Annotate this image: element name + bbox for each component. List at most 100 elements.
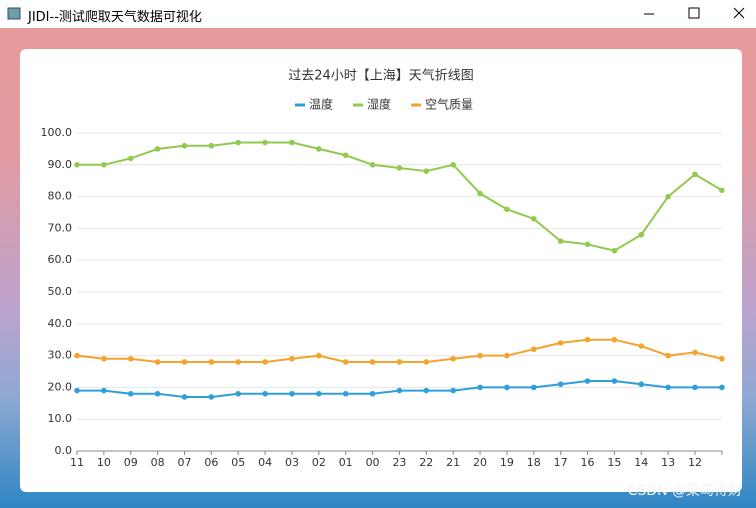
window-title: JIDI--测试爬取天气数据可视化 bbox=[28, 10, 202, 25]
title-bar-icons bbox=[7, 7, 745, 20]
y-tick-label: 60.0 bbox=[48, 253, 73, 266]
data-point bbox=[369, 162, 376, 168]
x-tick-label: 05 bbox=[231, 456, 245, 469]
data-point bbox=[289, 355, 295, 362]
app-icon bbox=[7, 7, 21, 20]
data-point bbox=[396, 387, 403, 394]
data-point bbox=[127, 155, 134, 162]
maximize-button[interactable] bbox=[688, 7, 700, 19]
data-point bbox=[74, 387, 80, 394]
y-tick-label: 20.0 bbox=[48, 380, 73, 393]
data-point bbox=[262, 390, 268, 397]
data-point bbox=[423, 359, 430, 365]
y-tick-label: 0.0 bbox=[55, 444, 73, 457]
data-point bbox=[101, 162, 107, 168]
data-point bbox=[477, 352, 483, 359]
data-point bbox=[530, 346, 537, 353]
x-tick-label: 20 bbox=[473, 456, 487, 469]
data-point bbox=[584, 241, 591, 248]
y-tick-label: 10.0 bbox=[48, 412, 73, 425]
data-point bbox=[208, 394, 215, 400]
data-point bbox=[423, 168, 430, 174]
data-point bbox=[396, 359, 403, 365]
data-point bbox=[450, 162, 456, 168]
x-tick-label: 09 bbox=[124, 456, 138, 469]
data-point bbox=[127, 355, 134, 362]
data-point bbox=[127, 390, 134, 397]
series-line bbox=[76, 338, 723, 363]
data-point bbox=[101, 355, 107, 362]
data-point bbox=[101, 387, 107, 394]
x-tick-label: 02 bbox=[312, 456, 326, 469]
data-point bbox=[611, 336, 618, 343]
data-point bbox=[208, 359, 215, 365]
y-tick-label: 30.0 bbox=[48, 349, 73, 362]
data-point bbox=[692, 384, 698, 391]
data-point bbox=[369, 359, 376, 365]
x-tick-label: 03 bbox=[285, 456, 299, 469]
watermark: CSDN @菜鸟得财 bbox=[627, 483, 742, 499]
data-point bbox=[235, 359, 242, 365]
data-point bbox=[342, 152, 349, 159]
data-point bbox=[262, 359, 268, 365]
data-point bbox=[181, 142, 188, 149]
data-point bbox=[504, 384, 510, 391]
data-point bbox=[504, 206, 510, 213]
x-tick-label: 19 bbox=[500, 456, 514, 469]
x-tick-label: 06 bbox=[204, 456, 218, 469]
data-point bbox=[665, 352, 671, 359]
data-point bbox=[638, 231, 645, 238]
data-point bbox=[316, 352, 322, 359]
x-tick-label: 07 bbox=[177, 456, 191, 469]
data-point bbox=[289, 139, 295, 146]
y-tick-label: 70.0 bbox=[48, 221, 73, 234]
y-tick-label: 40.0 bbox=[48, 317, 73, 330]
x-tick-label: 13 bbox=[661, 456, 675, 469]
data-point bbox=[477, 384, 483, 391]
x-tick-label: 15 bbox=[607, 456, 621, 469]
data-point bbox=[208, 142, 215, 149]
x-tick-label: 21 bbox=[446, 456, 460, 469]
data-point bbox=[584, 378, 591, 384]
x-tick-label: 22 bbox=[419, 456, 433, 469]
data-point bbox=[342, 390, 349, 397]
y-tick-label: 90.0 bbox=[48, 158, 73, 171]
data-point bbox=[638, 381, 645, 388]
y-tick-label: 80.0 bbox=[48, 190, 73, 203]
data-point bbox=[665, 193, 671, 200]
data-point bbox=[692, 349, 698, 356]
legend-label: 空气质量 bbox=[425, 97, 473, 112]
data-point bbox=[692, 171, 698, 178]
data-point bbox=[423, 387, 430, 394]
data-point bbox=[450, 387, 456, 394]
x-tick-label: 23 bbox=[392, 456, 406, 469]
x-tick-label: 18 bbox=[527, 456, 541, 469]
x-tick-label: 00 bbox=[366, 456, 380, 469]
data-point bbox=[289, 390, 295, 397]
data-point bbox=[719, 384, 725, 391]
legend-label: 温度 bbox=[309, 97, 333, 112]
data-point bbox=[584, 336, 591, 343]
x-tick-label: 12 bbox=[688, 456, 702, 469]
data-point bbox=[611, 378, 618, 384]
data-point bbox=[719, 187, 725, 194]
data-point bbox=[557, 238, 564, 244]
chart-title: 过去24小时【上海】天气折线图 bbox=[288, 68, 474, 84]
x-tick-label: 11 bbox=[70, 456, 84, 469]
data-point bbox=[477, 190, 483, 197]
data-point bbox=[719, 355, 725, 362]
y-tick-label: 100.0 bbox=[41, 126, 73, 139]
x-tick-label: 14 bbox=[634, 456, 648, 469]
x-tick-label: 10 bbox=[97, 456, 111, 469]
data-point bbox=[74, 352, 80, 359]
data-point bbox=[611, 247, 618, 254]
x-tick-label: 01 bbox=[339, 456, 353, 469]
data-point bbox=[154, 359, 161, 365]
data-point bbox=[74, 162, 80, 168]
close-button[interactable] bbox=[733, 7, 745, 19]
x-tick-label: 04 bbox=[258, 456, 272, 469]
data-point bbox=[316, 390, 322, 397]
data-point bbox=[342, 359, 349, 365]
